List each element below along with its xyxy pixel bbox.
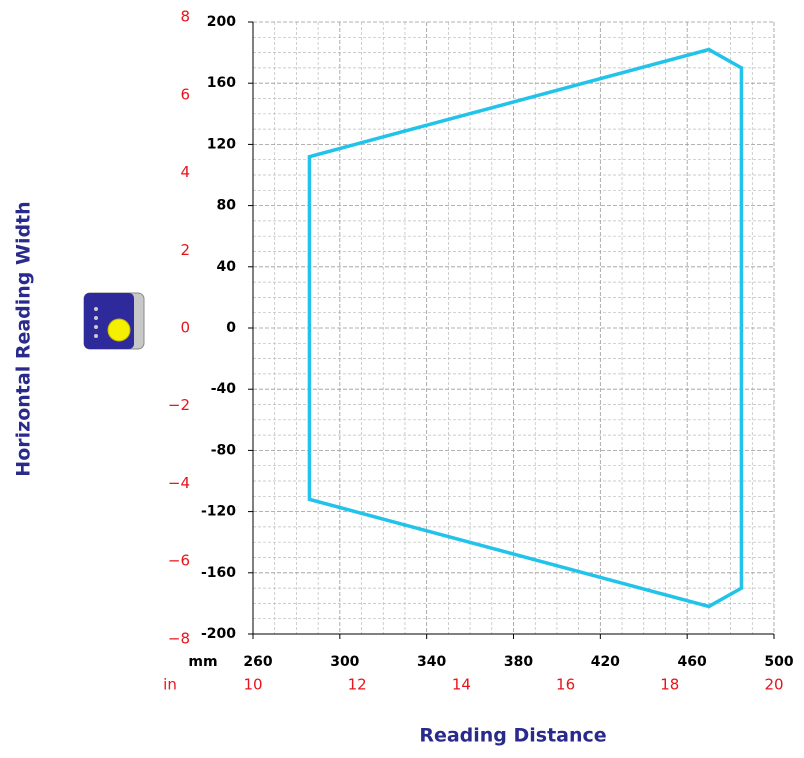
y-tick-label: -40 bbox=[211, 381, 237, 397]
y-tick-label: 200 bbox=[207, 14, 236, 30]
y2-tick-label: −2 bbox=[168, 396, 190, 414]
x2-tick-label: 16 bbox=[556, 676, 575, 694]
x2-tick-label: 20 bbox=[764, 676, 783, 694]
y-tick-label: 80 bbox=[217, 198, 237, 214]
x-axis-title: Reading Distance bbox=[419, 725, 606, 747]
y2-tick-label: 2 bbox=[180, 241, 190, 259]
x2-tick-label: 12 bbox=[348, 676, 367, 694]
y-tick-label: 160 bbox=[207, 75, 236, 91]
x-tick-label: 300 bbox=[330, 654, 359, 670]
y2-tick-label: 0 bbox=[180, 319, 190, 337]
x-tick-label: 420 bbox=[591, 654, 620, 670]
x-tick-label: 260 bbox=[243, 654, 272, 670]
y-tick-label: 120 bbox=[207, 136, 236, 152]
y2-tick-label: −8 bbox=[168, 629, 190, 647]
reading-zone bbox=[307, 47, 744, 609]
y2-tick-label: 4 bbox=[180, 163, 190, 181]
x2-tick-label: 14 bbox=[452, 676, 471, 694]
y-tick-label: -160 bbox=[201, 565, 236, 581]
x-unit: mm bbox=[188, 654, 217, 670]
y2-tick-label: −4 bbox=[168, 474, 190, 492]
y-axis-title: Horizontal Reading Width bbox=[13, 201, 35, 476]
y-tick-label: -80 bbox=[211, 442, 237, 458]
x-tick-label: 460 bbox=[678, 654, 707, 670]
x-tick-label: 380 bbox=[504, 654, 533, 670]
y-tick-label: -200 bbox=[201, 626, 236, 642]
x-tick-label: 500 bbox=[764, 654, 793, 670]
y-tick-label: -120 bbox=[201, 504, 236, 520]
y2-tick-label: 6 bbox=[180, 85, 190, 103]
x-tick-label: 340 bbox=[417, 654, 446, 670]
y-tick-label: 0 bbox=[226, 320, 236, 336]
device-icon bbox=[83, 292, 145, 350]
x2-unit: in bbox=[163, 676, 177, 694]
y2-tick-label: 8 bbox=[180, 8, 190, 26]
x2-tick-label: 18 bbox=[660, 676, 679, 694]
y2-tick-label: −6 bbox=[168, 552, 190, 570]
y-tick-label: 40 bbox=[217, 259, 237, 275]
x2-tick-label: 10 bbox=[243, 676, 262, 694]
